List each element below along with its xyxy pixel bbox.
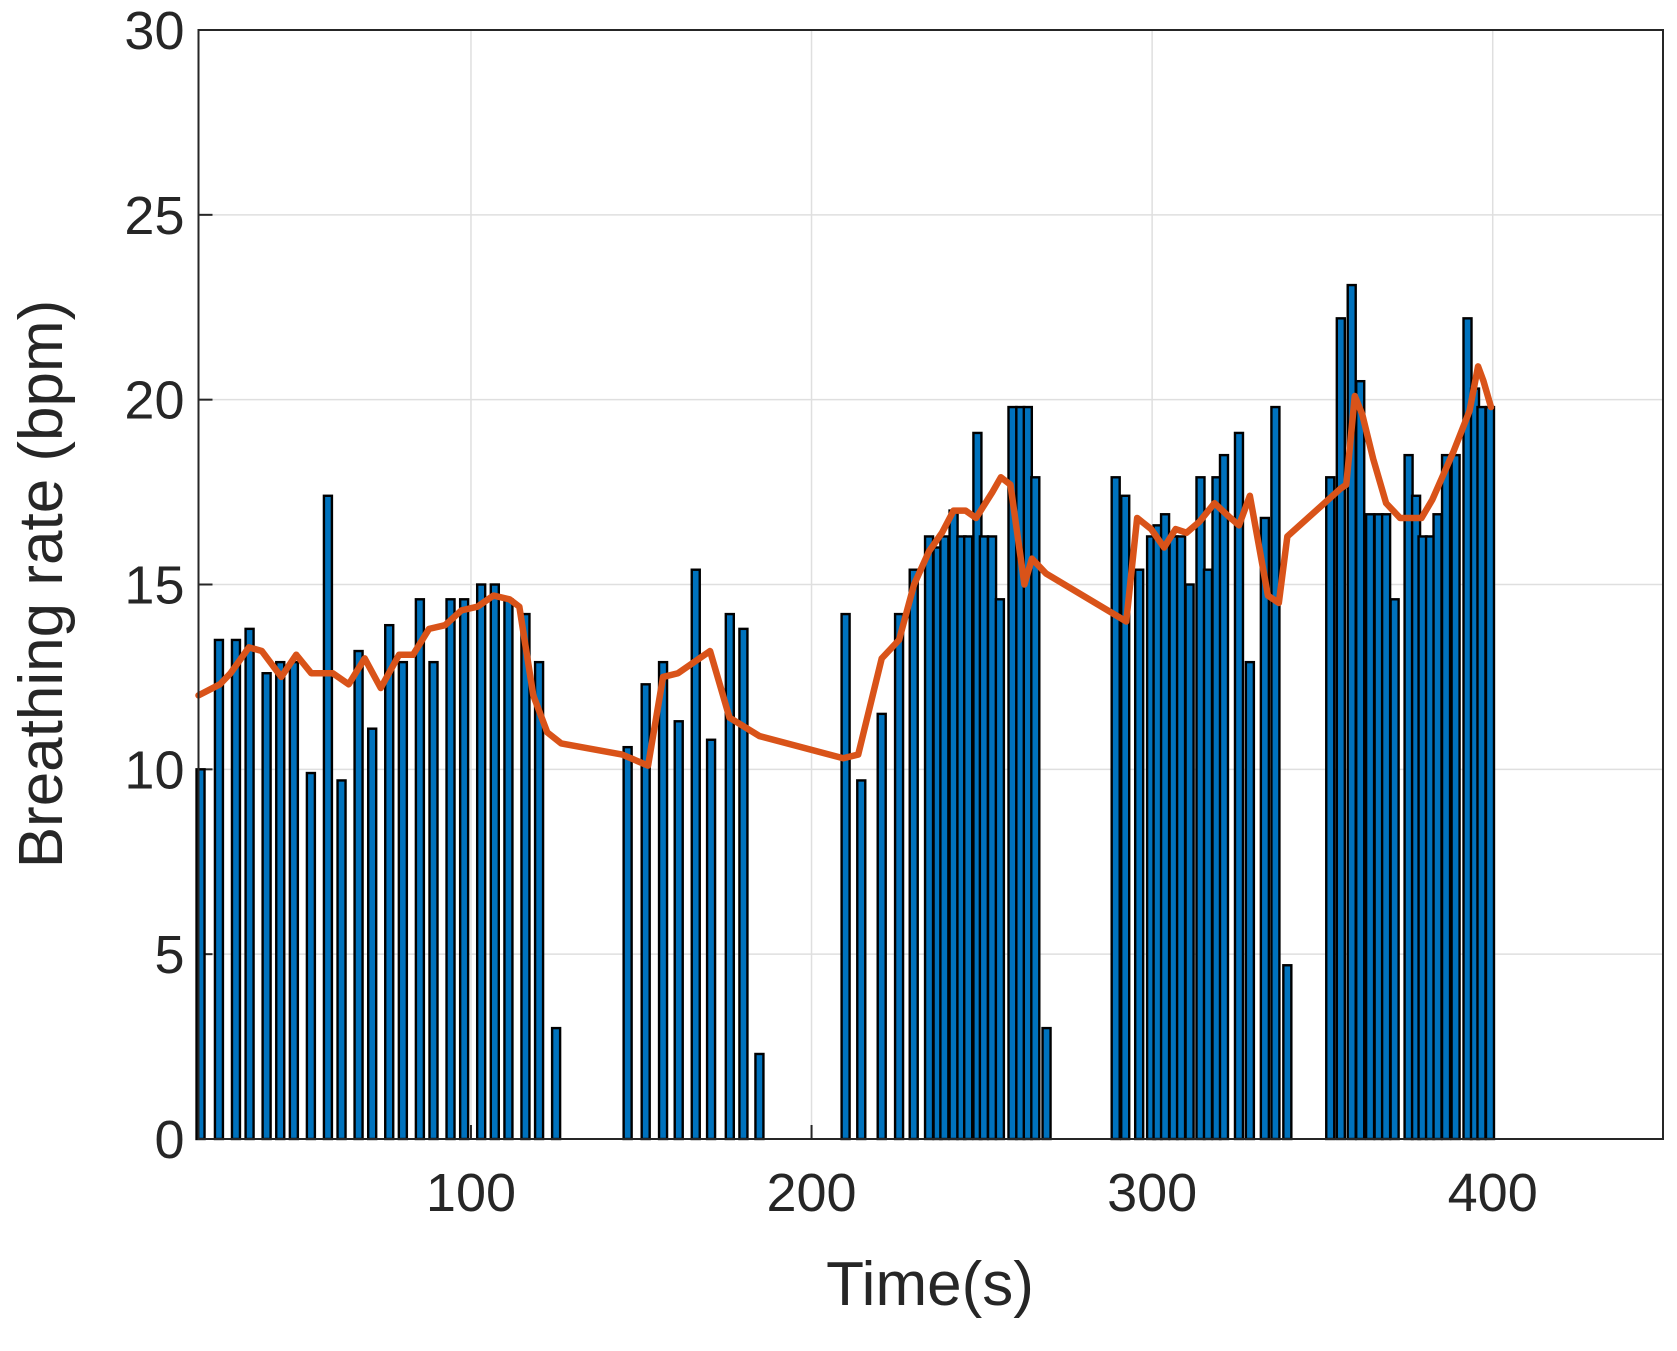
x-tick-label: 200 <box>766 1163 856 1223</box>
bar <box>1175 535 1187 1141</box>
bar <box>336 779 347 1141</box>
bar <box>244 627 255 1141</box>
x-tick-label: 300 <box>1107 1163 1197 1223</box>
bar <box>230 638 242 1141</box>
bar <box>724 612 736 1141</box>
bar <box>1364 513 1376 1141</box>
bar <box>1270 405 1281 1141</box>
bar <box>1233 431 1245 1141</box>
y-tick-label: 25 <box>124 186 184 246</box>
bar <box>893 612 905 1141</box>
bar <box>876 712 887 1141</box>
bar <box>366 727 378 1141</box>
line <box>195 363 1495 769</box>
y-tick-label: 5 <box>154 925 184 985</box>
bar <box>275 660 286 1141</box>
bar <box>1389 598 1400 1141</box>
y-axis-label: Breathing rate (bpm) <box>7 300 76 869</box>
bar <box>939 535 950 1141</box>
bar <box>657 660 669 1141</box>
bar <box>856 779 867 1141</box>
bar <box>1133 568 1145 1141</box>
bar <box>1259 516 1271 1141</box>
bar <box>1476 405 1487 1141</box>
bar <box>1380 513 1392 1141</box>
y-tick-label: 30 <box>124 1 184 61</box>
bar <box>738 627 749 1141</box>
bar <box>1159 513 1171 1141</box>
bar <box>1335 317 1347 1141</box>
bar <box>1244 660 1256 1141</box>
bar <box>1041 1026 1052 1141</box>
bar <box>1218 453 1230 1141</box>
bar <box>1355 379 1366 1141</box>
y-tick-label: 0 <box>154 1110 184 1170</box>
bar <box>445 598 456 1141</box>
bar <box>475 583 487 1141</box>
bar <box>908 568 919 1141</box>
bar <box>533 660 545 1141</box>
bar <box>414 598 426 1141</box>
bar <box>520 612 531 1141</box>
plot-frame <box>197 29 1664 1140</box>
bar <box>1110 476 1121 1141</box>
bar <box>1450 453 1461 1141</box>
bar <box>428 660 439 1141</box>
bar <box>923 535 935 1141</box>
bar <box>353 649 364 1141</box>
bar <box>397 660 409 1141</box>
axis-labels: Time(s) Breathing rate (bpm) <box>7 300 1034 1319</box>
bar <box>754 1052 765 1141</box>
bar <box>261 672 272 1141</box>
bar <box>322 494 334 1141</box>
y-tick-label: 10 <box>124 740 184 800</box>
bar <box>1432 513 1443 1141</box>
bar <box>305 771 317 1141</box>
bar <box>705 738 717 1141</box>
bar <box>994 598 1006 1141</box>
plot-marks <box>195 283 1496 1141</box>
bar <box>1030 476 1041 1141</box>
bar <box>213 638 225 1141</box>
bar <box>1282 964 1293 1141</box>
bar <box>384 623 395 1141</box>
y-tick-label: 15 <box>124 556 184 616</box>
y-tick-label: 20 <box>124 371 184 431</box>
x-axis-label: Time(s) <box>826 1250 1034 1319</box>
bar <box>288 660 300 1141</box>
bar <box>673 720 684 1141</box>
bar <box>1202 568 1214 1141</box>
x-tick-label: 100 <box>426 1163 516 1223</box>
bar <box>1440 453 1452 1141</box>
bar <box>1325 476 1336 1141</box>
bar <box>840 612 851 1141</box>
x-tick-label: 400 <box>1448 1163 1538 1223</box>
bar <box>503 598 514 1141</box>
bar <box>550 1026 562 1141</box>
bar <box>978 535 990 1141</box>
bar <box>622 745 633 1141</box>
bar <box>1184 583 1195 1141</box>
bar <box>458 598 470 1141</box>
bar <box>963 535 974 1141</box>
bar <box>489 583 501 1141</box>
bar <box>1484 405 1496 1141</box>
